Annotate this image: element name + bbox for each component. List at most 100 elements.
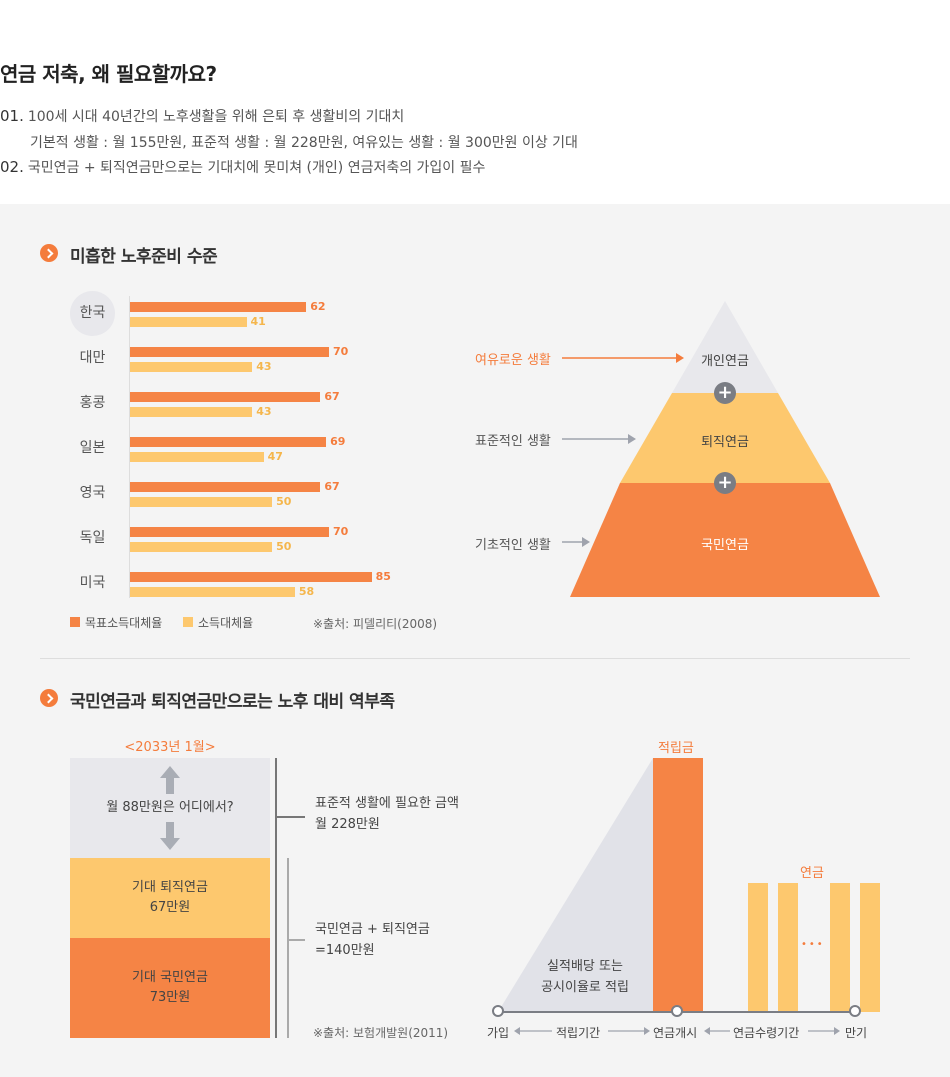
level-label-rich: 여유로운 생활 bbox=[475, 353, 551, 368]
arrow-head bbox=[676, 353, 684, 363]
pension-bar bbox=[778, 883, 798, 1012]
plus-icon: + bbox=[714, 472, 736, 494]
timeline-node bbox=[671, 1005, 683, 1017]
bracket-sum bbox=[287, 858, 289, 1038]
chevron-right-icon bbox=[40, 689, 58, 707]
bar-value-label: 50 bbox=[276, 495, 292, 508]
national-pension-amount: 73만원 bbox=[149, 990, 191, 1005]
triangle-text: 실적배당 또는 공시이율로 적립 bbox=[541, 959, 629, 995]
bar-target bbox=[130, 392, 321, 402]
timeline-node bbox=[492, 1005, 504, 1017]
intro-section: 연금 저축, 왜 필요할까요? 01. 100세 시대 40년간의 노후생활을 위… bbox=[0, 0, 950, 204]
note-standard: 표준적 생활에 필요한 금액 월 228만원 bbox=[315, 796, 459, 832]
bar-income bbox=[130, 362, 253, 372]
timeline-accum-period: 적립기간 bbox=[556, 1026, 601, 1040]
pyramid-top bbox=[672, 301, 778, 393]
bar-value-label: 67 bbox=[324, 390, 340, 403]
intro-line-2: 기본적 생활 : 월 155만원, 표준적 생활 : 월 228만원, 여유있는… bbox=[30, 135, 578, 151]
pension-label: 연금 bbox=[800, 866, 824, 881]
accumulation-bar bbox=[653, 758, 703, 1012]
intro-line-3: 02. 국민연금 + 퇴직연금만으로는 기대치에 못미쳐 (개인) 연금저축의 가… bbox=[0, 158, 486, 176]
bar-value-label: 85 bbox=[375, 570, 391, 583]
country-label: 한국 bbox=[70, 291, 115, 336]
arrow-down-icon bbox=[160, 822, 180, 850]
country-label: 대만 bbox=[79, 350, 106, 366]
timeline-pension-start: 연금개시 bbox=[653, 1026, 698, 1040]
timeline-join: 가입 bbox=[487, 1026, 510, 1040]
gap-box: 월 88만원은 어디에서? bbox=[70, 758, 270, 858]
level-arrows bbox=[562, 353, 684, 547]
retire-pension-label: 기대 퇴직연금 bbox=[132, 880, 208, 895]
accumulation-label: 적립금 bbox=[658, 741, 694, 756]
bar-income bbox=[130, 542, 273, 552]
pension-bar bbox=[830, 883, 850, 1012]
legend-label-income: 소득대체율 bbox=[198, 616, 254, 630]
bar-target bbox=[130, 572, 372, 582]
bar-value-label: 43 bbox=[256, 360, 272, 373]
country-label: 미국 bbox=[79, 575, 106, 591]
section-divider bbox=[40, 658, 910, 659]
page-title: 연금 저축, 왜 필요할까요? bbox=[0, 62, 217, 86]
level-label-basic: 기초적인 생활 bbox=[475, 538, 551, 553]
country-label: 독일 bbox=[79, 530, 106, 546]
section-title-2: 국민연금과 퇴직연금만으로는 노후 대비 역부족 bbox=[70, 692, 395, 712]
bar-value-label: 43 bbox=[256, 405, 272, 418]
bar-value-label: 58 bbox=[298, 585, 315, 598]
bar-target bbox=[130, 347, 329, 357]
pyramid-label-personal: 개인연금 bbox=[701, 354, 749, 369]
bar-value-label: 50 bbox=[276, 540, 292, 553]
plus-icon: + bbox=[714, 382, 736, 404]
bar-value-label: 41 bbox=[250, 315, 266, 328]
national-pension-box: 기대 국민연금 73만원 bbox=[70, 938, 270, 1038]
intro-line-1: 01. 100세 시대 40년간의 노후생활을 위해 은퇴 후 생활비의 기대치 bbox=[0, 107, 405, 125]
section-title-1: 미흡한 노후준비 수준 bbox=[70, 247, 218, 267]
timeline-arrows bbox=[514, 1027, 840, 1035]
retire-pension-amount: 67만원 bbox=[149, 900, 191, 915]
bar-value-label: 47 bbox=[267, 450, 283, 463]
bar-value-label: 70 bbox=[332, 345, 349, 358]
bar-income bbox=[130, 452, 264, 462]
legend-swatch-income bbox=[183, 617, 193, 627]
bar-income bbox=[130, 497, 273, 507]
bar-income bbox=[130, 587, 295, 597]
bracket-total bbox=[275, 758, 277, 1038]
bar-value-label: 62 bbox=[310, 300, 326, 313]
national-pension-label: 기대 국민연금 bbox=[132, 970, 208, 985]
bar-income bbox=[130, 317, 247, 327]
chart-source: ※출처: 피델리티(2008) bbox=[313, 617, 438, 631]
accumulation-triangle bbox=[498, 758, 653, 1012]
pyramid-bottom bbox=[570, 483, 880, 597]
note-sum: 국민연금 + 퇴직연금 =140만원 bbox=[315, 922, 430, 958]
bar-income bbox=[130, 407, 253, 417]
arrow-head bbox=[628, 434, 636, 444]
pyramid-label-retire: 퇴직연금 bbox=[701, 435, 749, 450]
year-label: <2033년 1월> bbox=[124, 740, 216, 755]
gap-text: 월 88만원은 어디에서? bbox=[106, 800, 234, 815]
country-label: 홍콩 bbox=[79, 395, 106, 411]
arrow-head bbox=[582, 537, 590, 547]
bar-value-label: 70 bbox=[332, 525, 349, 538]
bar-value-label: 69 bbox=[330, 435, 346, 448]
timeline-maturity: 만기 bbox=[845, 1026, 868, 1040]
pension-bar bbox=[860, 883, 880, 1012]
country-label: 일본 bbox=[79, 440, 106, 456]
bracket-sum-tick bbox=[288, 939, 305, 941]
bracket-total-tick bbox=[277, 816, 305, 818]
timeline-diagram bbox=[498, 758, 880, 1013]
bar-target bbox=[130, 437, 327, 447]
arrow-up-icon bbox=[160, 766, 180, 794]
level-label-standard: 표준적인 생활 bbox=[475, 434, 551, 449]
ellipsis-icon: ••• bbox=[801, 939, 825, 950]
timeline-node bbox=[849, 1005, 861, 1017]
retire-pension-box: 기대 퇴직연금 67만원 bbox=[70, 858, 270, 938]
stack-source: ※출처: 보험개발원(2011) bbox=[313, 1026, 449, 1040]
chart-axis bbox=[129, 296, 130, 598]
legend-swatch-target bbox=[70, 617, 80, 627]
timeline-receive-period: 연금수령기간 bbox=[733, 1026, 800, 1040]
bar-target bbox=[130, 482, 321, 492]
bar-target bbox=[130, 302, 307, 312]
bar-target bbox=[130, 527, 329, 537]
pension-bar bbox=[748, 883, 768, 1012]
pyramid-middle bbox=[620, 393, 830, 483]
pyramid-label-national: 국민연금 bbox=[701, 538, 749, 553]
